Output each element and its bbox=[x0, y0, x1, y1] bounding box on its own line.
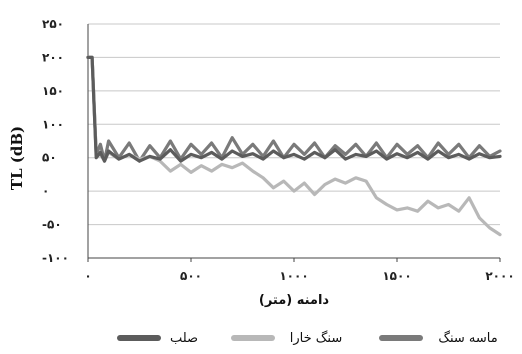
y-tick-label: ٠ bbox=[42, 184, 49, 198]
y-tick-label: -۵٠ bbox=[42, 218, 62, 232]
legend-label-2: صلب bbox=[170, 331, 198, 346]
series-lines bbox=[86, 55, 502, 237]
grid-lines bbox=[88, 23, 500, 259]
x-tick-label: ١٠٠٠ bbox=[279, 269, 308, 283]
x-axis-label: دامنه (متر) bbox=[259, 293, 330, 308]
legend: ماسه سنگ سنگ خارا صلب bbox=[117, 330, 498, 346]
y-tick-label: ۵٠ bbox=[42, 151, 57, 165]
x-tick-label: ١۵٠٠ bbox=[382, 269, 411, 283]
y-axis-label: TL (dB) bbox=[8, 126, 26, 190]
x-tick-label: ٠ bbox=[84, 269, 91, 283]
legend-label-1: سنگ خارا bbox=[290, 330, 342, 346]
y-tick-label: ١٠٠ bbox=[42, 117, 64, 131]
y-tick-label: -١٠٠ bbox=[42, 251, 69, 265]
x-tick-label: ۵٠٠ bbox=[180, 269, 202, 283]
series-line-0 bbox=[86, 55, 502, 163]
x-tick-label: ٢٠٠٠ bbox=[485, 269, 514, 283]
legend-label-0: ماسه سنگ bbox=[438, 330, 497, 346]
axes bbox=[87, 24, 501, 262]
y-tick-label: ٢٠٠ bbox=[42, 50, 64, 64]
x-tick-labels: ٠ ۵٠٠ ١٠٠٠ ١۵٠٠ ٢٠٠٠ bbox=[84, 269, 514, 283]
series-line-2 bbox=[86, 55, 502, 163]
y-tick-label: ٢۵٠ bbox=[42, 17, 64, 31]
y-tick-labels: ٢۵٠ ٢٠٠ ١۵٠ ١٠٠ ۵٠ ٠ -۵٠ -١٠٠ bbox=[42, 17, 69, 265]
y-tick-label: ١۵٠ bbox=[42, 84, 64, 98]
